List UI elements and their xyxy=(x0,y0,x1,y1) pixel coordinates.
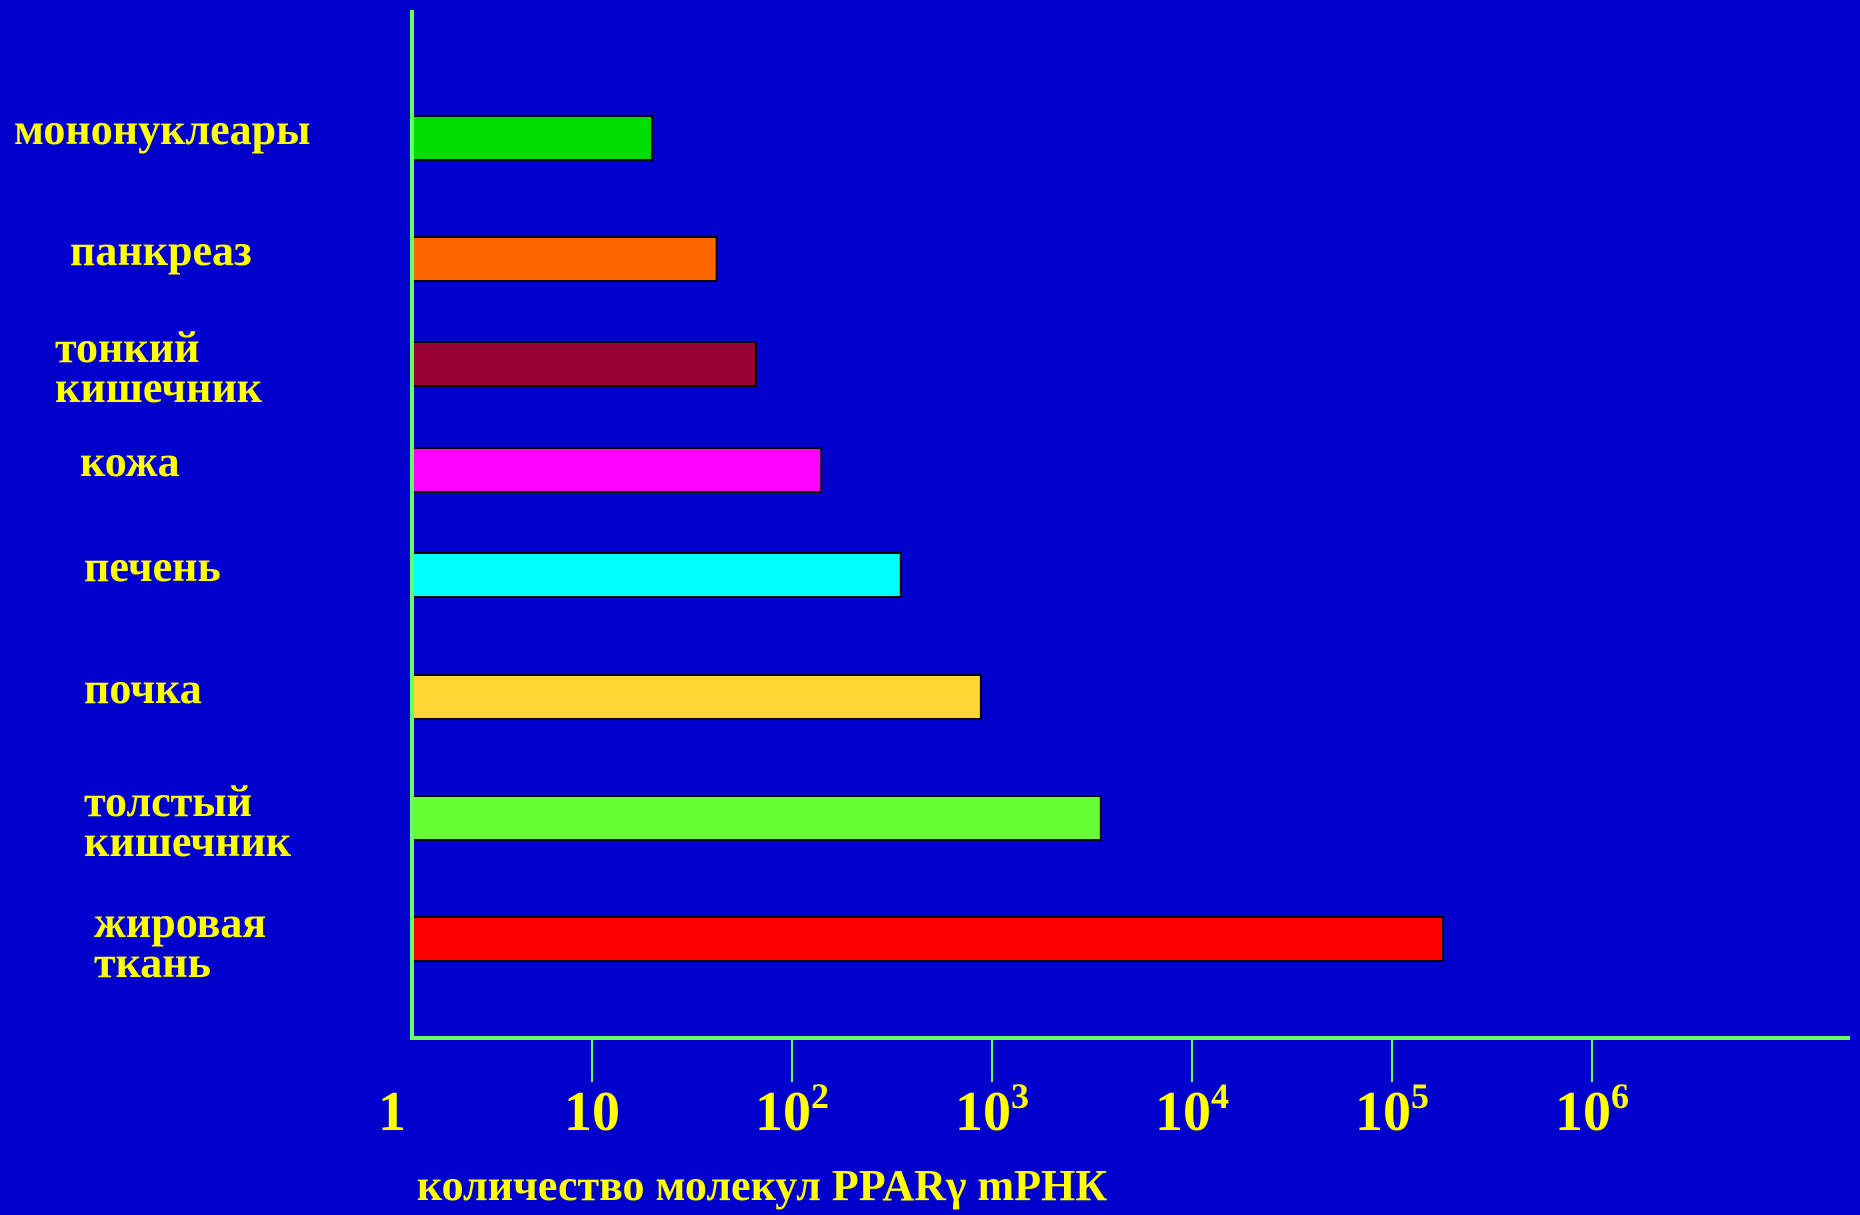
x-tick-label: 106 xyxy=(1555,1076,1629,1143)
category-label-1: мононуклеары xyxy=(14,105,310,154)
x-tick-label: 1 xyxy=(378,1081,406,1143)
category-label-8: жировая ткань xyxy=(94,898,266,987)
x-tick-label: 10 xyxy=(564,1081,620,1143)
category-label-line: тонкий xyxy=(55,323,199,372)
bar-2 xyxy=(411,236,718,282)
x-tick-label: 104 xyxy=(1155,1076,1229,1143)
x-tick-label: 102 xyxy=(755,1076,829,1143)
category-label-line: ткань xyxy=(94,938,211,987)
category-label-line: почка xyxy=(84,664,202,713)
x-axis-title: количество молекул PPARγ mРНК xyxy=(417,1161,1107,1210)
category-label-line: кожа xyxy=(80,437,180,486)
category-label-6: почка xyxy=(84,664,202,713)
category-label-line: кишечник xyxy=(55,363,263,412)
category-label-line: толстый xyxy=(84,777,252,826)
bar-3 xyxy=(411,341,757,387)
x-tick-label: 103 xyxy=(955,1076,1029,1143)
category-label-7: толстый кишечник xyxy=(84,777,292,866)
category-label-5: печень xyxy=(84,542,221,591)
category-label-line: жировая xyxy=(94,898,266,947)
category-label-2: панкреаз xyxy=(70,226,252,275)
category-label-3: тонкий кишечник xyxy=(55,323,263,412)
category-label-line: панкреаз xyxy=(70,226,252,275)
x-axis-ticks: 1 10 102 103 104 105 106 xyxy=(378,1040,1629,1143)
category-label-line: кишечник xyxy=(84,817,292,866)
x-tick-label: 105 xyxy=(1355,1076,1429,1143)
bars-layer xyxy=(411,115,1445,962)
bar-5 xyxy=(411,552,902,598)
axes xyxy=(410,10,1850,1040)
bar-6 xyxy=(411,674,982,720)
category-label-line: печень xyxy=(84,542,221,591)
bar-1 xyxy=(411,115,654,161)
category-label-4: кожа xyxy=(80,437,180,486)
bar-7 xyxy=(411,795,1102,841)
bar-8 xyxy=(411,916,1445,962)
category-label-line: мононуклеары xyxy=(14,105,310,154)
bar-4 xyxy=(411,447,823,493)
